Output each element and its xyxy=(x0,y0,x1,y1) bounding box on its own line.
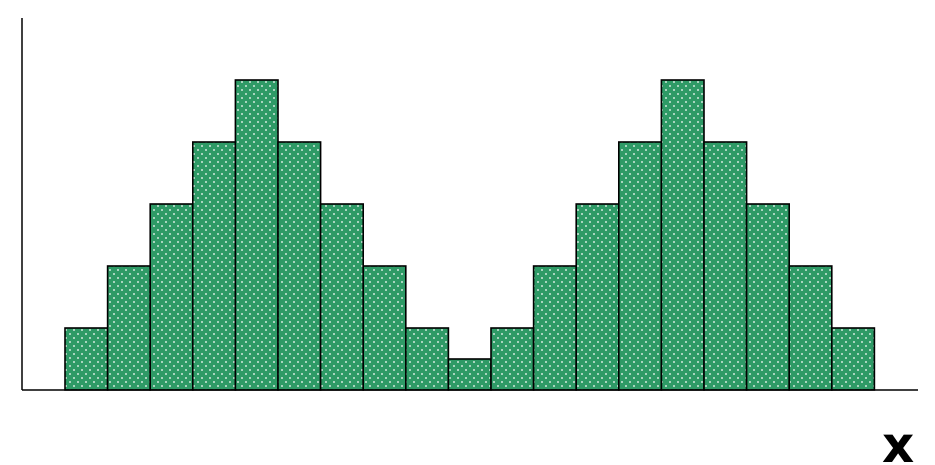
bar-17 xyxy=(745,203,790,391)
bar-9 xyxy=(404,327,450,391)
bar-6 xyxy=(277,141,322,391)
bar-12 xyxy=(532,265,577,391)
bar-1 xyxy=(64,327,109,391)
bar-8 xyxy=(362,265,407,391)
bar-3 xyxy=(149,203,194,391)
bar-7 xyxy=(319,203,365,391)
bar-16 xyxy=(703,141,748,391)
bar-4 xyxy=(192,141,237,391)
bars-group xyxy=(64,79,876,391)
bar-2 xyxy=(106,265,151,391)
bar-18 xyxy=(788,265,833,391)
bar-5 xyxy=(234,79,279,391)
bar-10 xyxy=(447,358,492,391)
bar-14 xyxy=(617,141,663,391)
bar-13 xyxy=(575,203,620,391)
x-axis-label: x xyxy=(882,416,914,465)
bar-15 xyxy=(660,79,705,391)
bar-11 xyxy=(490,327,535,391)
bar-19 xyxy=(830,327,876,391)
